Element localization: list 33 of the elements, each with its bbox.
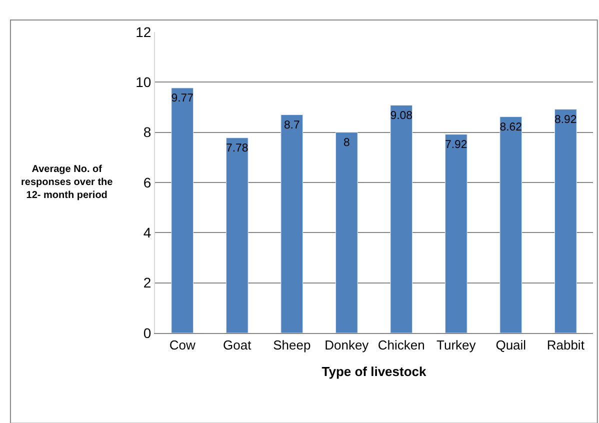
bar <box>444 134 468 333</box>
y-tick-label: 4 <box>143 224 152 241</box>
x-tick-label: Turkey <box>436 338 476 353</box>
y-tick-label: 12 <box>136 24 152 40</box>
data-label: 8.7 <box>284 119 300 132</box>
bar <box>335 132 358 333</box>
x-tick-label: Chicken <box>378 338 425 353</box>
x-tick-label: Goat <box>223 338 252 353</box>
y-tick-label: 0 <box>143 324 152 341</box>
y-tick-label: 6 <box>143 174 152 190</box>
y-axis-title: Average No. of responses over the 12- month period <box>21 164 114 201</box>
data-label: 8.62 <box>500 121 522 134</box>
data-label: 8.92 <box>554 114 577 126</box>
data-label: 9.77 <box>171 92 194 104</box>
bar <box>500 116 522 333</box>
y-tick-label: 8 <box>143 124 152 140</box>
x-tick-label: Donkey <box>324 338 370 353</box>
y-tick-label: 2 <box>143 274 152 291</box>
x-tick-label: Rabbit <box>546 338 585 353</box>
bar <box>390 104 413 333</box>
y-tick-label: 10 <box>136 74 152 90</box>
x-tick-label: Sheep <box>273 338 311 353</box>
x-tick-label: Quail <box>496 338 526 353</box>
data-label: 7.92 <box>445 138 468 151</box>
data-label: 7.78 <box>226 142 248 154</box>
bar <box>280 114 304 333</box>
bar <box>171 88 194 333</box>
x-tick-label: Cow <box>169 338 196 353</box>
data-label: 8 <box>343 136 350 149</box>
data-label: 9.08 <box>390 110 412 122</box>
bar <box>554 109 577 333</box>
x-axis-title: Type of livestock <box>322 364 428 380</box>
bar <box>226 138 248 333</box>
